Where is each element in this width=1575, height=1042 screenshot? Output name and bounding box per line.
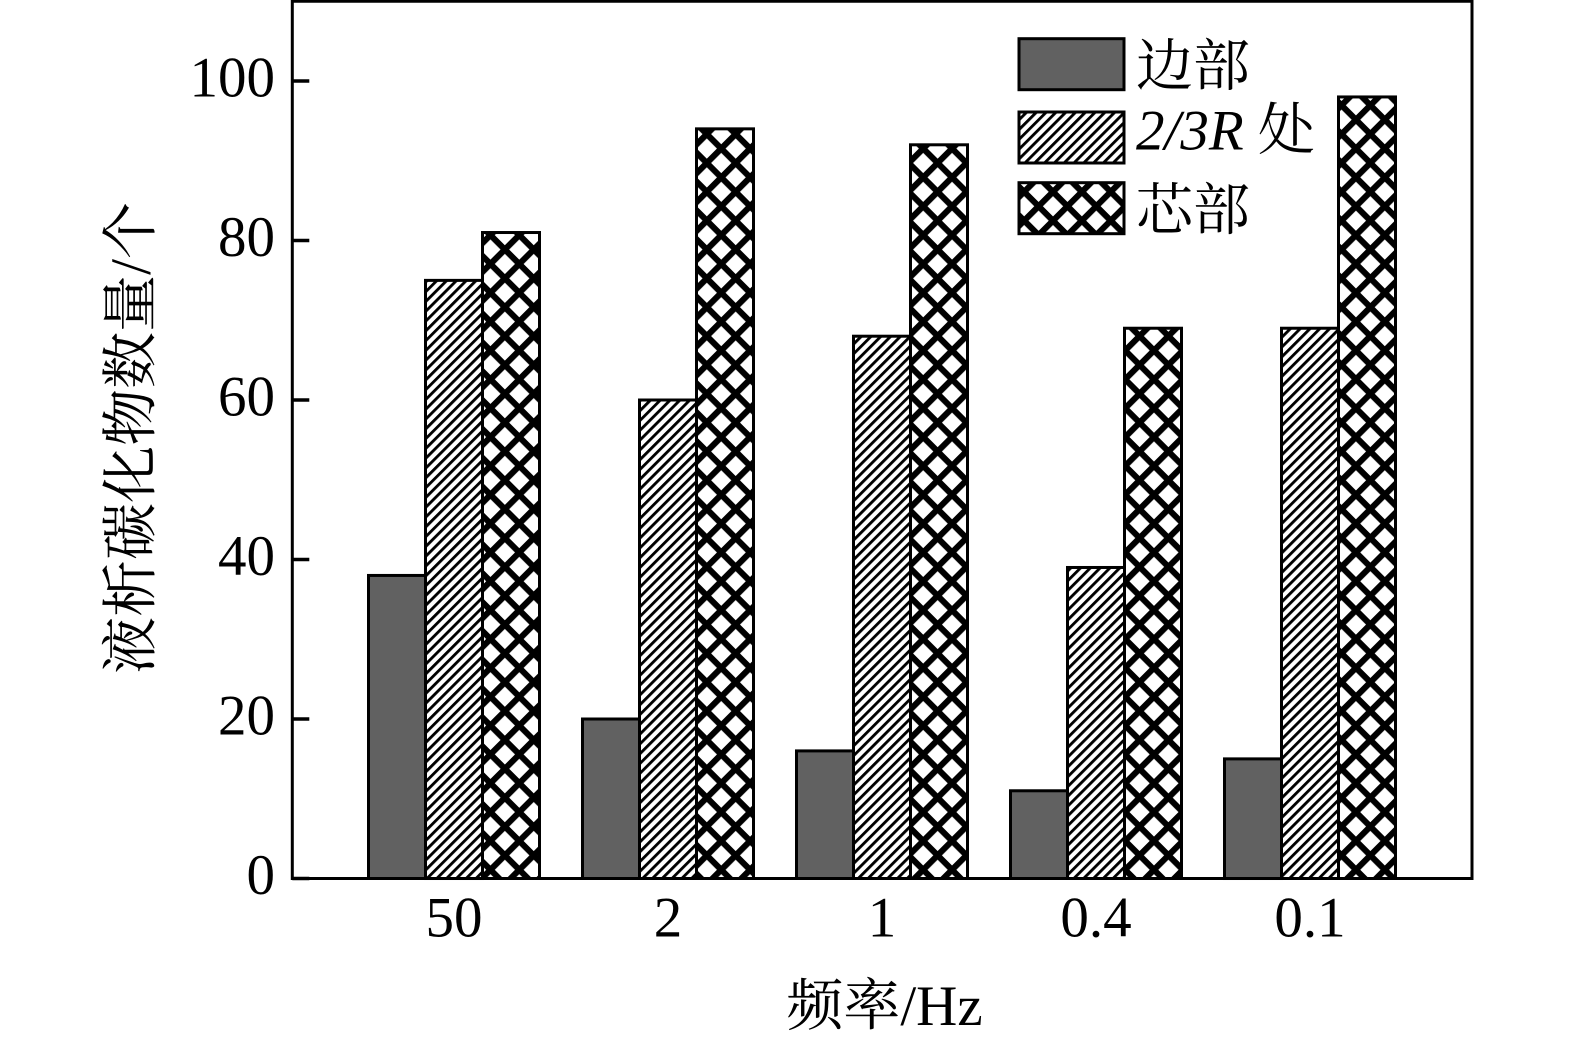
- legend-label-0-cjk-glyph: [1195, 37, 1249, 91]
- y-title-cjk-glyph: [102, 204, 155, 258]
- bar: [852, 334, 912, 880]
- y-title-cjk-glyph: [102, 504, 155, 559]
- series-0: [367, 573, 1283, 881]
- y-title-cjk-glyph: [102, 333, 155, 387]
- legend: 2/3R: [1017, 37, 1314, 236]
- x-tick-label: 0.4: [1060, 887, 1131, 950]
- x-title-cjk-glyph: [788, 977, 842, 1031]
- y-title-cjk-glyph: [101, 618, 155, 672]
- bar: [1123, 326, 1183, 881]
- y-title-cjk-glyph: [102, 562, 155, 615]
- plot-frame: [290, 0, 1474, 880]
- legend-label-2-cjk-glyph: [1138, 181, 1191, 233]
- y-tick-label: 40: [218, 525, 275, 588]
- legend-swatch-1: [1017, 110, 1126, 165]
- y-tick-label: 60: [218, 365, 275, 428]
- x-title-latin-run: /Hz: [900, 975, 982, 1038]
- y-tick-label: 0: [247, 844, 276, 907]
- x-tick-label: 50: [426, 887, 483, 950]
- y-title-cjk-glyph: [102, 390, 155, 444]
- x-axis-tick-labels: 50 2 1 0.4 0.1: [426, 887, 1346, 950]
- legend-swatch-0: [1017, 37, 1126, 92]
- bar: [695, 127, 755, 881]
- bar: [1223, 757, 1283, 881]
- series-1: [424, 278, 1340, 881]
- bars-layer: [367, 95, 1397, 881]
- bar: [481, 231, 541, 880]
- bar: [909, 143, 969, 881]
- bar: [581, 717, 641, 880]
- y-tick-label: 80: [218, 206, 275, 269]
- legend-label-1-latin-run: 2/3R: [1136, 99, 1244, 162]
- bar: [1337, 95, 1397, 880]
- x-tick-label: 1: [868, 887, 897, 950]
- legend-label-0-cjk-glyph: [1137, 38, 1191, 90]
- y-axis-ticks: [292, 79, 310, 881]
- y-tick-label: 100: [190, 46, 276, 109]
- x-title-cjk-glyph: [845, 976, 898, 1030]
- bar: [795, 749, 855, 881]
- y-axis-title: /: [100, 204, 163, 672]
- bar: [1009, 789, 1069, 881]
- y-axis-title-rotated-group: /: [100, 204, 163, 672]
- bar: [1066, 565, 1126, 880]
- legend-label-1-cjk-glyph: [1259, 101, 1314, 155]
- legend-label-2-cjk-glyph: [1195, 181, 1249, 235]
- x-tick-label: 0.1: [1274, 887, 1345, 950]
- y-axis-tick-labels: 0 20 40 60 80 100: [190, 46, 276, 907]
- bar: [638, 398, 698, 880]
- bar: [424, 278, 484, 881]
- y-title-latin-run: /: [100, 259, 163, 275]
- legend-swatch-2: [1017, 181, 1126, 236]
- y-title-cjk-glyph: [102, 448, 155, 502]
- y-tick-label: 20: [218, 684, 275, 747]
- y-title-cjk-glyph: [103, 277, 154, 330]
- x-axis-title: /Hz: [788, 975, 983, 1038]
- x-tick-label: 2: [654, 887, 683, 950]
- bar: [1280, 326, 1340, 881]
- bar: [367, 573, 427, 880]
